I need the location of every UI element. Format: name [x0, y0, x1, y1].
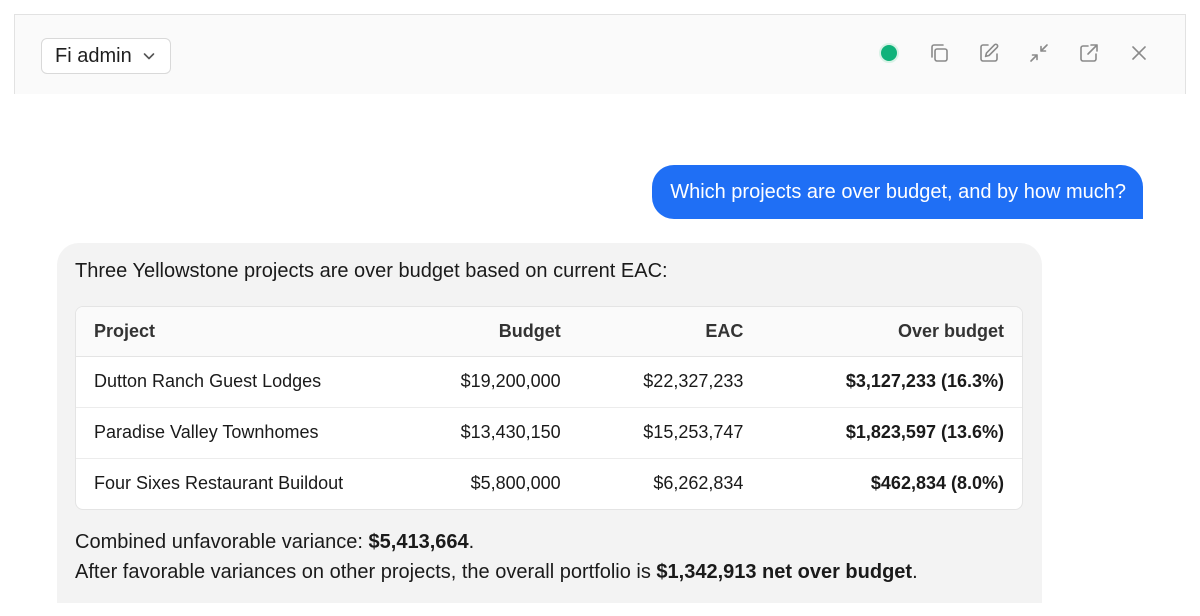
- summary-portfolio-label: After favorable variances on other proje…: [75, 561, 657, 583]
- cell-project: Four Sixes Restaurant Buildout: [94, 473, 344, 494]
- reply-summary: Combined unfavorable variance: $5,413,66…: [75, 527, 1024, 587]
- minimize-button[interactable]: [1027, 41, 1051, 65]
- column-header-project: Project: [76, 307, 396, 357]
- cell-over-budget: $3,127,233 (16.3%): [761, 356, 1022, 408]
- column-header-eac: EAC: [578, 307, 762, 357]
- cell-over-budget: $462,834 (8.0%): [870, 473, 1004, 494]
- open-external-button[interactable]: [1077, 41, 1101, 65]
- cell-budget: $13,430,150: [396, 407, 579, 459]
- table-row: Four Sixes Restaurant Buildout $5,800,00…: [76, 458, 1022, 509]
- cell-project: Dutton Ranch Guest Lodges: [76, 356, 396, 408]
- table-header-row: Project Budget EAC Over budget: [76, 307, 1022, 357]
- cell-eac: $22,327,233: [578, 356, 762, 408]
- cell-eac: $15,253,747: [578, 407, 762, 459]
- external-link-icon: [1080, 44, 1098, 62]
- reply-intro: Three Yellowstone projects are over budg…: [75, 260, 668, 282]
- status-indicator: [877, 41, 901, 65]
- agent-selector[interactable]: Fi admin: [41, 38, 171, 74]
- cell-budget: $19,200,000: [396, 356, 579, 408]
- column-header-budget: Budget: [396, 307, 579, 357]
- summary-portfolio-value: $1,342,913 net over budget: [656, 561, 913, 583]
- close-icon: [1132, 46, 1146, 60]
- summary-line-combined: Combined unfavorable variance: $5,413,66…: [75, 527, 1024, 557]
- online-status-dot: [879, 43, 899, 63]
- column-header-over-budget: Over budget: [761, 307, 1022, 357]
- table-row: Paradise Valley Townhomes $13,430,150 $1…: [76, 407, 1022, 459]
- edit-icon: [980, 43, 999, 62]
- chevron-down-icon: [142, 49, 156, 63]
- copy-icon: [931, 44, 948, 62]
- chat-header: Fi admin: [14, 14, 1186, 94]
- agent-selector-label: Fi admin: [55, 44, 132, 67]
- summary-combined-end: .: [468, 531, 475, 553]
- summary-combined-label: Combined unfavorable variance:: [75, 531, 369, 553]
- table-row: Dutton Ranch Guest Lodges $19,200,000 $2…: [76, 356, 1022, 408]
- cell-budget: $5,800,000: [470, 473, 561, 494]
- edit-button[interactable]: [977, 41, 1001, 65]
- close-button[interactable]: [1127, 41, 1151, 65]
- header-toolbar: [877, 41, 1151, 65]
- cell-project: Paradise Valley Townhomes: [76, 407, 396, 459]
- summary-line-portfolio: After favorable variances on other proje…: [75, 557, 1024, 587]
- summary-portfolio-end: .: [912, 561, 918, 583]
- copy-button[interactable]: [927, 41, 951, 65]
- user-message-text: Which projects are over budget, and by h…: [670, 180, 1126, 203]
- cell-over-budget: $1,823,597 (13.6%): [761, 407, 1022, 459]
- user-message: Which projects are over budget, and by h…: [652, 165, 1143, 219]
- assistant-message: Three Yellowstone projects are over budg…: [57, 243, 1042, 603]
- cell-eac: $6,262,834: [653, 473, 744, 494]
- over-budget-table: Project Budget EAC Over budget Dutton Ra…: [75, 306, 1023, 510]
- summary-combined-value: $5,413,664: [368, 531, 469, 553]
- minimize-icon: [1030, 44, 1048, 62]
